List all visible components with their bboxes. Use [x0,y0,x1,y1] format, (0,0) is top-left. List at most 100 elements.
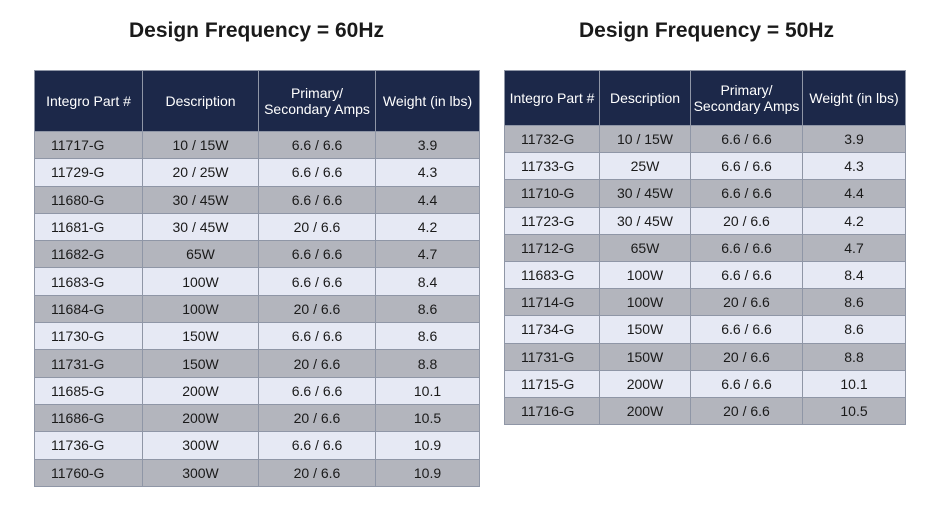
table-row: 11714-G 100W 20 / 6.6 8.6 [504,288,906,317]
table-body-60hz: 11717-G 10 / 15W 6.6 / 6.6 3.9 11729-G 20 / 2… [34,130,480,487]
weight-cell: 10.1 [375,376,480,405]
column-header-part: Integro Part # [504,70,600,126]
weight-cell: 8.6 [802,288,906,317]
table-row: 11736-G 300W 6.6 / 6.6 10.9 [34,431,480,460]
description-cell: 65W [142,240,259,269]
description-cell: 100W [599,288,691,317]
description-cell: 30 / 45W [599,206,691,235]
amps-cell: 6.6 / 6.6 [258,240,376,269]
description-cell: 150W [142,349,259,378]
table-row: 11731-G 150W 20 / 6.6 8.8 [504,342,906,371]
table-row: 11715-G 200W 6.6 / 6.6 10.1 [504,369,906,398]
amps-cell: 20 / 6.6 [690,288,803,317]
part-number-cell: 11734-G [504,315,600,344]
description-cell: 30 / 45W [142,185,259,214]
part-number-cell: 11680-G [34,185,143,214]
description-cell: 150W [599,342,691,371]
weight-cell: 4.7 [375,240,480,269]
part-number-cell: 11723-G [504,206,600,235]
amps-cell: 6.6 / 6.6 [258,322,376,351]
description-cell: 100W [599,260,691,290]
weight-cell: 4.2 [375,212,480,242]
column-header-amps: Primary/ Secondary Amps [258,70,376,132]
amps-cell: 20 / 6.6 [258,349,376,378]
description-cell: 300W [142,431,259,460]
weight-cell: 8.6 [802,315,906,344]
weight-cell: 4.2 [802,206,906,235]
part-number-cell: 11730-G [34,322,143,351]
description-cell: 100W [142,267,259,296]
column-header-amps: Primary/ Secondary Amps [690,70,803,126]
table-row: 11683-G 100W 6.6 / 6.6 8.4 [34,267,480,296]
amps-cell: 6.6 / 6.6 [690,179,803,208]
weight-cell: 4.4 [375,185,480,214]
amps-cell: 20 / 6.6 [690,342,803,371]
part-number-cell: 11682-G [34,240,143,269]
table-row: 11683-G 100W 6.6 / 6.6 8.4 [504,260,906,290]
weight-cell: 4.3 [375,158,480,187]
column-header-description: Description [599,70,691,126]
weight-cell: 8.6 [375,294,480,324]
table-header-row: Integro Part # Description Primary/ Seco… [504,70,906,126]
amps-cell: 20 / 6.6 [690,206,803,235]
part-number-cell: 11760-G [34,458,143,487]
part-number-cell: 11732-G [504,124,600,154]
part-number-cell: 11686-G [34,403,143,433]
table-header-row: Integro Part # Description Primary/ Seco… [34,70,480,132]
table-row: 11680-G 30 / 45W 6.6 / 6.6 4.4 [34,185,480,214]
part-number-cell: 11685-G [34,376,143,405]
table-row: 11760-G 300W 20 / 6.6 10.9 [34,458,480,487]
table-row: 11731-G 150W 20 / 6.6 8.8 [34,349,480,378]
part-number-cell: 11733-G [504,152,600,181]
description-cell: 300W [142,458,259,487]
part-number-cell: 11736-G [34,431,143,460]
amps-cell: 6.6 / 6.6 [258,158,376,187]
table-row: 11684-G 100W 20 / 6.6 8.6 [34,294,480,324]
weight-cell: 8.4 [802,260,906,290]
weight-cell: 3.9 [802,124,906,154]
weight-cell: 8.6 [375,322,480,351]
amps-cell: 20 / 6.6 [258,212,376,242]
part-number-cell: 11731-G [34,349,143,378]
part-number-cell: 11717-G [34,130,143,160]
weight-cell: 4.3 [802,152,906,181]
table-panel-60hz: Design Frequency = 60Hz Integro Part # D… [34,16,480,487]
description-cell: 10 / 15W [142,130,259,160]
amps-cell: 20 / 6.6 [258,294,376,324]
table-title-60hz: Design Frequency = 60Hz [129,19,385,42]
weight-cell: 10.9 [375,431,480,460]
table-row: 11733-G 25W 6.6 / 6.6 4.3 [504,152,906,181]
description-cell: 30 / 45W [142,212,259,242]
table-body-50hz: 11732-G 10 / 15W 6.6 / 6.6 3.9 11733-G 25W 6.6… [504,124,906,426]
description-cell: 150W [142,322,259,351]
weight-cell: 8.8 [802,342,906,371]
amps-cell: 6.6 / 6.6 [690,124,803,154]
column-header-weight: Weight (in lbs) [802,70,906,126]
amps-cell: 6.6 / 6.6 [258,185,376,214]
table-row: 11716-G 200W 20 / 6.6 10.5 [504,396,906,426]
table-panel-50hz: Design Frequency = 50Hz Integro Part # D… [504,16,906,426]
description-cell: 200W [599,396,691,426]
column-header-weight: Weight (in lbs) [375,70,480,132]
table-row: 11732-G 10 / 15W 6.6 / 6.6 3.9 [504,124,906,154]
table-row: 11710-G 30 / 45W 6.6 / 6.6 4.4 [504,179,906,208]
part-number-cell: 11710-G [504,179,600,208]
amps-cell: 6.6 / 6.6 [258,376,376,405]
amps-cell: 6.6 / 6.6 [690,315,803,344]
table-row: 11734-G 150W 6.6 / 6.6 8.6 [504,315,906,344]
description-cell: 100W [142,294,259,324]
description-cell: 30 / 45W [599,179,691,208]
description-cell: 200W [599,369,691,398]
amps-cell: 6.6 / 6.6 [258,130,376,160]
amps-cell: 6.6 / 6.6 [690,260,803,290]
amps-cell: 6.6 / 6.6 [690,369,803,398]
weight-cell: 3.9 [375,130,480,160]
table-row: 11730-G 150W 6.6 / 6.6 8.6 [34,322,480,351]
amps-cell: 6.6 / 6.6 [258,267,376,296]
table-row: 11729-G 20 / 25W 6.6 / 6.6 4.3 [34,158,480,187]
description-cell: 200W [142,376,259,405]
description-cell: 10 / 15W [599,124,691,154]
part-number-cell: 11715-G [504,369,600,398]
parts-table-50hz: Integro Part # Description Primary/ Seco… [504,70,906,426]
part-number-cell: 11681-G [34,212,143,242]
